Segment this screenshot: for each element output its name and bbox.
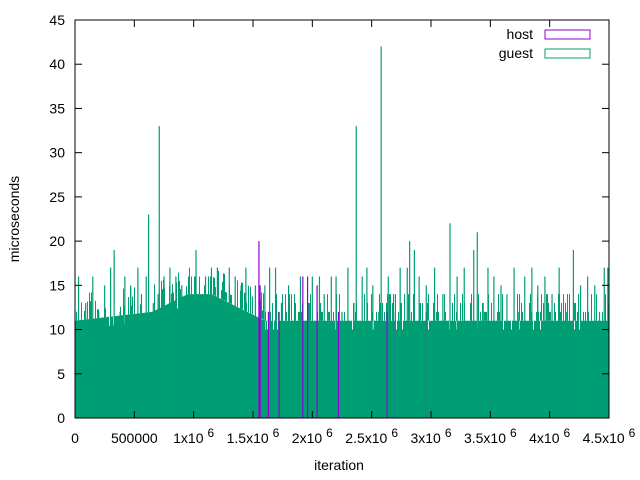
legend-label-host: host <box>507 26 534 42</box>
x-tick-label-exponent: 6 <box>208 426 215 440</box>
legend: host guest <box>499 26 591 61</box>
x-tick-label-exponent: 6 <box>510 426 517 440</box>
legend-swatch-host <box>544 29 591 40</box>
x-tick-label-exponent: 6 <box>629 426 636 440</box>
y-axis-title: microseconds <box>6 176 22 262</box>
x-tick-label-exponent: 6 <box>273 426 280 440</box>
legend-label-guest: guest <box>499 45 533 61</box>
plot-frame <box>74 19 610 419</box>
y-tick-label: 25 <box>49 189 65 205</box>
y-tick-label: 30 <box>49 145 65 161</box>
legend-swatch-guest <box>544 48 591 59</box>
y-tick-label: 20 <box>49 233 65 249</box>
x-tick-label-exponent: 6 <box>326 426 333 440</box>
x-tick-label: 2.5x10 6 <box>345 426 398 446</box>
y-axis: 0 5 10 15 20 25 30 35 40 45 <box>49 12 609 426</box>
y-tick-label: 45 <box>49 12 65 28</box>
y-tick-label: 10 <box>49 322 65 338</box>
y-tick-label: 40 <box>49 56 65 72</box>
y-tick-label: 15 <box>49 277 65 293</box>
y-tick-label: 0 <box>57 410 65 426</box>
x-tick-label: 500000 <box>111 430 158 446</box>
x-tick-label-exponent: 6 <box>564 426 571 440</box>
x-axis-title: iteration <box>314 457 364 473</box>
x-tick-label: 0 <box>71 430 79 446</box>
x-tick-label: 1.5x10 6 <box>227 426 280 446</box>
bars-layer <box>75 46 609 418</box>
y-tick-label: 35 <box>49 100 65 116</box>
x-tick-label: 3.5x10 6 <box>464 426 517 446</box>
x-tick-label-exponent: 6 <box>445 426 452 440</box>
x-tick-label-exponent: 6 <box>391 426 398 440</box>
y-tick-label: 5 <box>57 366 65 382</box>
x-tick-label: 4.5x10 6 <box>583 426 636 446</box>
plot-border <box>74 19 610 419</box>
